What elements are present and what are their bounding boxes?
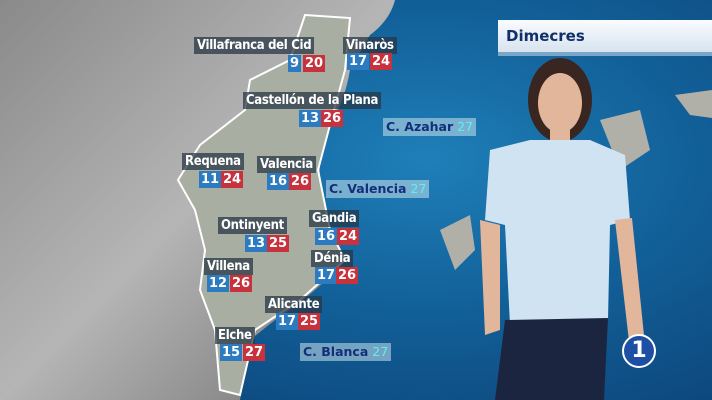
city-label-castellon: Castellón de la Plana — [243, 92, 382, 109]
min-temp-vinaros: 17 — [347, 53, 370, 70]
city-label-vinaros: Vinaròs — [343, 37, 397, 54]
max-temp-requena: 24 — [221, 171, 244, 188]
island-ibiza — [440, 215, 475, 270]
min-temp-villena: 12 — [207, 275, 230, 292]
presenter — [480, 58, 645, 400]
max-temp-castellon: 26 — [321, 110, 344, 127]
max-temp-denia: 26 — [336, 267, 359, 284]
min-temp-requena: 11 — [199, 171, 222, 188]
min-temp-elche: 15 — [220, 344, 243, 361]
city-label-requena: Requena — [182, 153, 244, 170]
min-temp-ontinyent: 13 — [245, 235, 268, 252]
city-label-elche: Elche — [215, 327, 255, 344]
day-title: Dimecres — [498, 20, 712, 52]
city-label-alicante: Alicante — [265, 296, 323, 313]
coast-temp: 27 — [372, 344, 389, 359]
island-menorca — [675, 90, 712, 118]
min-temp-valencia: 16 — [267, 173, 290, 190]
min-temp-castellon: 13 — [299, 110, 322, 127]
city-label-denia: Dénia — [311, 250, 354, 267]
coast-blanca: C. Blanca 27 — [300, 343, 392, 361]
coast-name: C. Azahar — [386, 119, 454, 134]
min-temp-alicante: 17 — [276, 313, 299, 330]
coast-temp: 27 — [410, 181, 427, 196]
city-label-gandia: Gandia — [309, 210, 360, 227]
island-majorca — [600, 110, 650, 170]
max-temp-gandia: 24 — [337, 228, 360, 245]
max-temp-vinaros: 24 — [370, 53, 393, 70]
min-temp-gandia: 16 — [315, 228, 338, 245]
coast-name: C. Blanca — [303, 344, 369, 359]
city-label-ontinyent: Ontinyent — [218, 217, 287, 234]
channel-logo: 1 — [622, 334, 656, 368]
max-temp-alicante: 25 — [298, 313, 321, 330]
day-title-underline — [498, 52, 712, 56]
city-label-villafranca: Villafranca del Cid — [194, 37, 315, 54]
max-temp-valencia: 26 — [289, 173, 312, 190]
min-temp-denia: 17 — [315, 267, 338, 284]
city-label-villena: Villena — [204, 258, 253, 275]
max-temp-villena: 26 — [230, 275, 253, 292]
min-temp-villafranca: 9 — [288, 55, 302, 72]
coast-temp: 27 — [457, 119, 474, 134]
max-temp-ontinyent: 25 — [267, 235, 290, 252]
coast-azahar: C. Azahar 27 — [383, 118, 477, 136]
coast-name: C. Valencia — [329, 181, 407, 196]
max-temp-villafranca: 20 — [303, 55, 326, 72]
coast-valencia: C. Valencia 27 — [326, 180, 430, 198]
max-temp-elche: 27 — [243, 344, 266, 361]
city-label-valencia: Valencia — [257, 156, 316, 173]
